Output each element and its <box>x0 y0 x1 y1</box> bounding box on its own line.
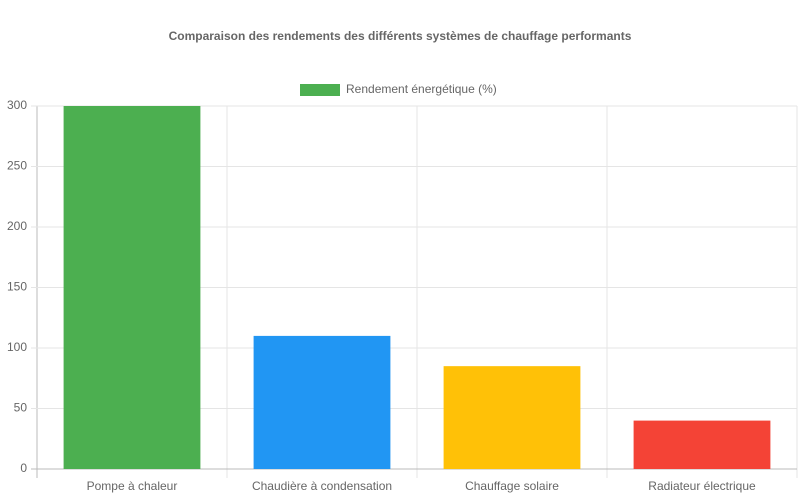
bar <box>253 335 391 469</box>
x-tick-label: Pompe à chaleur <box>87 479 178 493</box>
x-tick-label: Chauffage solaire <box>465 479 559 493</box>
bar <box>633 420 771 469</box>
bar <box>63 106 201 469</box>
y-tick-label: 250 <box>7 159 27 173</box>
x-tick-label: Chaudière à condensation <box>252 479 392 493</box>
y-tick-label: 300 <box>7 98 27 112</box>
x-tick-label: Radiateur électrique <box>648 479 756 493</box>
y-tick-label: 50 <box>14 401 28 415</box>
y-tick-label: 200 <box>7 219 27 233</box>
y-tick-label: 150 <box>7 280 27 294</box>
legend-swatch <box>300 84 340 96</box>
legend-label: Rendement énergétique (%) <box>346 82 497 96</box>
y-tick-label: 100 <box>7 340 27 354</box>
y-tick-label: 0 <box>20 461 27 475</box>
bar <box>443 366 581 469</box>
chart-title: Comparaison des rendements des différent… <box>169 29 632 43</box>
